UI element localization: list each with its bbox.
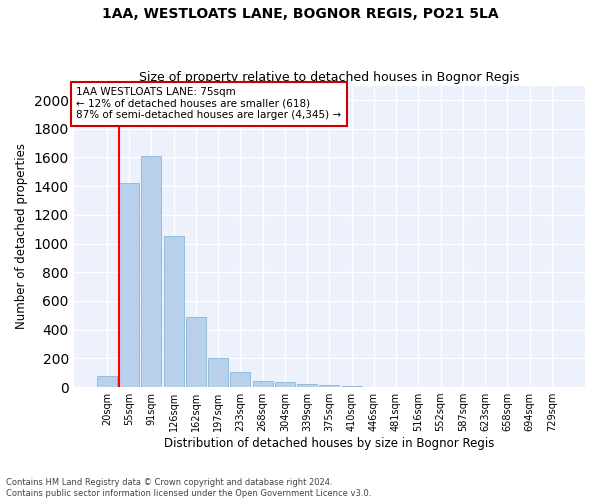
Text: 1AA, WESTLOATS LANE, BOGNOR REGIS, PO21 5LA: 1AA, WESTLOATS LANE, BOGNOR REGIS, PO21 … — [101, 8, 499, 22]
Bar — [230, 372, 250, 387]
Bar — [97, 376, 117, 387]
Title: Size of property relative to detached houses in Bognor Regis: Size of property relative to detached ho… — [139, 72, 520, 85]
Text: 1AA WESTLOATS LANE: 75sqm
← 12% of detached houses are smaller (618)
87% of semi: 1AA WESTLOATS LANE: 75sqm ← 12% of detac… — [76, 87, 341, 120]
Bar — [341, 386, 362, 387]
Bar — [186, 317, 206, 387]
Bar — [297, 384, 317, 387]
Bar — [142, 156, 161, 387]
X-axis label: Distribution of detached houses by size in Bognor Regis: Distribution of detached houses by size … — [164, 437, 494, 450]
Text: Contains HM Land Registry data © Crown copyright and database right 2024.
Contai: Contains HM Land Registry data © Crown c… — [6, 478, 371, 498]
Y-axis label: Number of detached properties: Number of detached properties — [15, 144, 28, 330]
Bar — [164, 236, 184, 387]
Bar — [319, 385, 340, 387]
Bar — [208, 358, 228, 387]
Bar — [119, 184, 139, 387]
Bar — [275, 382, 295, 387]
Bar — [253, 381, 272, 387]
